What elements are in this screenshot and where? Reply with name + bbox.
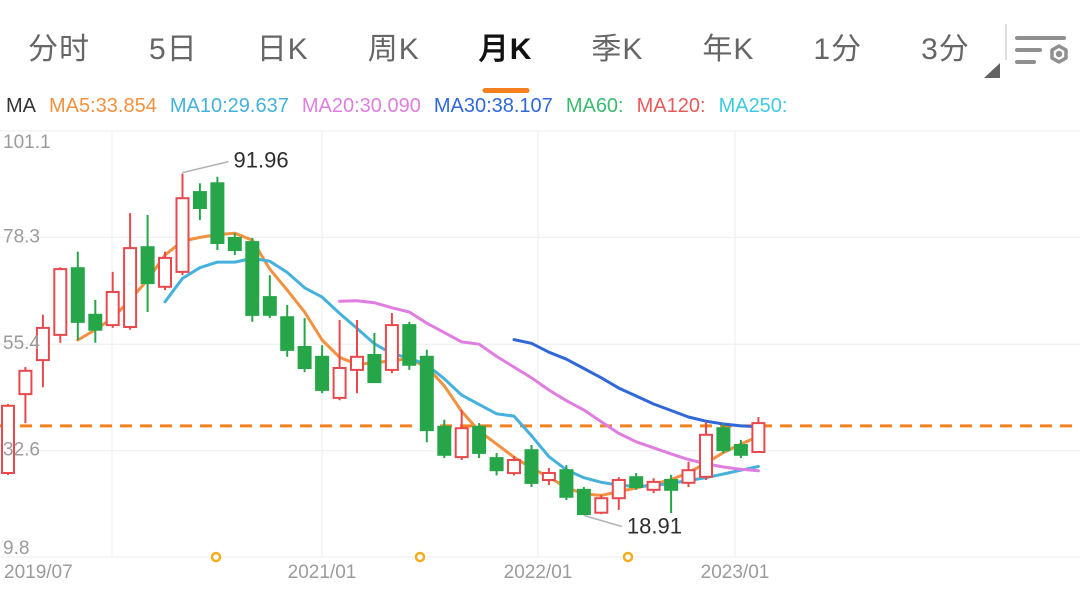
candle-body-up[interactable] [681, 469, 696, 484]
candle-body-down[interactable] [367, 354, 382, 384]
annotation-line-low [583, 514, 623, 528]
y-axis-label: 32.6 [3, 440, 40, 461]
candle-body-down[interactable] [559, 469, 574, 498]
tab-5day[interactable]: 5日 [149, 33, 198, 66]
candle-body-down[interactable] [419, 355, 434, 432]
candle-body-up[interactable] [105, 291, 120, 327]
candle-body-down[interactable] [437, 425, 452, 456]
candle-body-down[interactable] [210, 182, 225, 244]
x-axis-label: 2021/01 [288, 562, 357, 583]
ma-line-ma20 [338, 299, 760, 473]
candle-body-down[interactable] [245, 241, 260, 316]
candle-body-up[interactable] [18, 369, 33, 396]
annotation-high-value: 91.96 [234, 147, 289, 172]
more-periods-triangle-icon[interactable] [984, 63, 1000, 78]
candle-body-down[interactable] [297, 346, 312, 369]
event-marker-dot[interactable] [414, 551, 426, 563]
candle-body-down[interactable] [315, 355, 330, 391]
candle-body-down[interactable] [576, 488, 591, 516]
ma-legend-prefix: MA [6, 94, 36, 117]
candle-body-down[interactable] [629, 476, 644, 489]
y-axis-label: 78.3 [3, 226, 40, 247]
tab-day-k[interactable]: 日K [256, 33, 309, 66]
candle-body-down[interactable] [489, 457, 504, 472]
tab-3min[interactable]: 3分 [921, 33, 970, 66]
candle-body-up[interactable] [751, 422, 766, 454]
candle-body-up[interactable] [175, 197, 190, 273]
candle-body-down[interactable] [88, 313, 103, 331]
y-axis-label: 55.4 [3, 333, 40, 354]
candle-body-down[interactable] [664, 479, 679, 491]
candle-body-up[interactable] [699, 433, 713, 478]
candle-body-down[interactable] [402, 324, 417, 366]
candle-body-up[interactable] [1, 404, 15, 474]
tab-year-k[interactable]: 年K [702, 33, 755, 66]
candle-body-down[interactable] [192, 191, 207, 209]
y-axis-label: 101.1 [3, 132, 51, 153]
candle-body-up[interactable] [332, 367, 347, 399]
annotation-line-high [182, 160, 229, 174]
candle-body-up[interactable] [541, 472, 556, 481]
y-axis-label: 9.8 [3, 538, 29, 559]
candle-body-down[interactable] [227, 236, 242, 252]
candle-body-up[interactable] [350, 355, 364, 371]
period-tabbar: 分时 5日 日K 周K 月K 季K 年K 1分 3分 [0, 0, 1080, 93]
tab-month-k[interactable]: 月K [479, 24, 533, 93]
candle-body-up[interactable] [53, 268, 68, 336]
candle-body-down[interactable] [262, 296, 277, 316]
legend-item-ma20: MA20:30.090 [301, 94, 421, 117]
candle-body-up[interactable] [123, 247, 138, 329]
candle-body-down[interactable] [472, 425, 487, 454]
candlestick-chart[interactable]: 101.1 78.3 55.4 32.6 9.8 2019/07 2021/01 2022/0… [0, 120, 1080, 596]
candle-body-up[interactable] [594, 497, 609, 514]
legend-item-ma10: MA10:29.637 [169, 94, 289, 117]
indicator-settings-icon[interactable] [1014, 33, 1068, 76]
ma-line-ma30 [512, 338, 760, 429]
x-axis-label: 2022/01 [504, 562, 573, 583]
candle-body-up[interactable] [384, 324, 399, 371]
candle-body-down[interactable] [70, 267, 85, 323]
legend-item-ma250: MA250: [718, 94, 788, 117]
candle-body-down[interactable] [140, 246, 155, 285]
x-axis-label: 2019/07 [4, 562, 73, 583]
x-axis-label: 2023/01 [701, 562, 770, 583]
active-tab-underline [482, 88, 530, 93]
candle-body-down[interactable] [716, 427, 731, 452]
legend-item-ma5: MA5:33.854 [49, 94, 157, 117]
candle-body-up[interactable] [611, 479, 626, 500]
event-marker-dot[interactable] [622, 551, 634, 563]
event-marker-dot[interactable] [210, 551, 222, 563]
candle-body-down[interactable] [733, 444, 748, 456]
tab-season-k[interactable]: 季K [591, 33, 644, 66]
candle-body-up[interactable] [507, 459, 521, 475]
candle-body-down[interactable] [524, 449, 539, 484]
candle-body-up[interactable] [454, 427, 469, 459]
annotation-low-value: 18.91 [627, 513, 682, 538]
candle-body-up[interactable] [158, 256, 172, 288]
legend-item-ma120: MA120: [636, 94, 706, 117]
legend-item-ma30: MA30:38.107 [433, 94, 553, 117]
ma-legend: MA MA5:33.854 MA10:29.637 MA20:30.090 MA30:… [6, 93, 801, 119]
tab-time-share[interactable]: 分时 [28, 33, 90, 66]
candle-body-up[interactable] [35, 326, 50, 362]
tabbar-divider [1005, 24, 1007, 60]
tab-week-k[interactable]: 周K [367, 33, 420, 66]
tab-1min[interactable]: 1分 [813, 33, 863, 66]
candle-body-up[interactable] [646, 480, 661, 491]
legend-item-ma60: MA60: [565, 94, 624, 117]
candle-body-down[interactable] [280, 316, 295, 351]
